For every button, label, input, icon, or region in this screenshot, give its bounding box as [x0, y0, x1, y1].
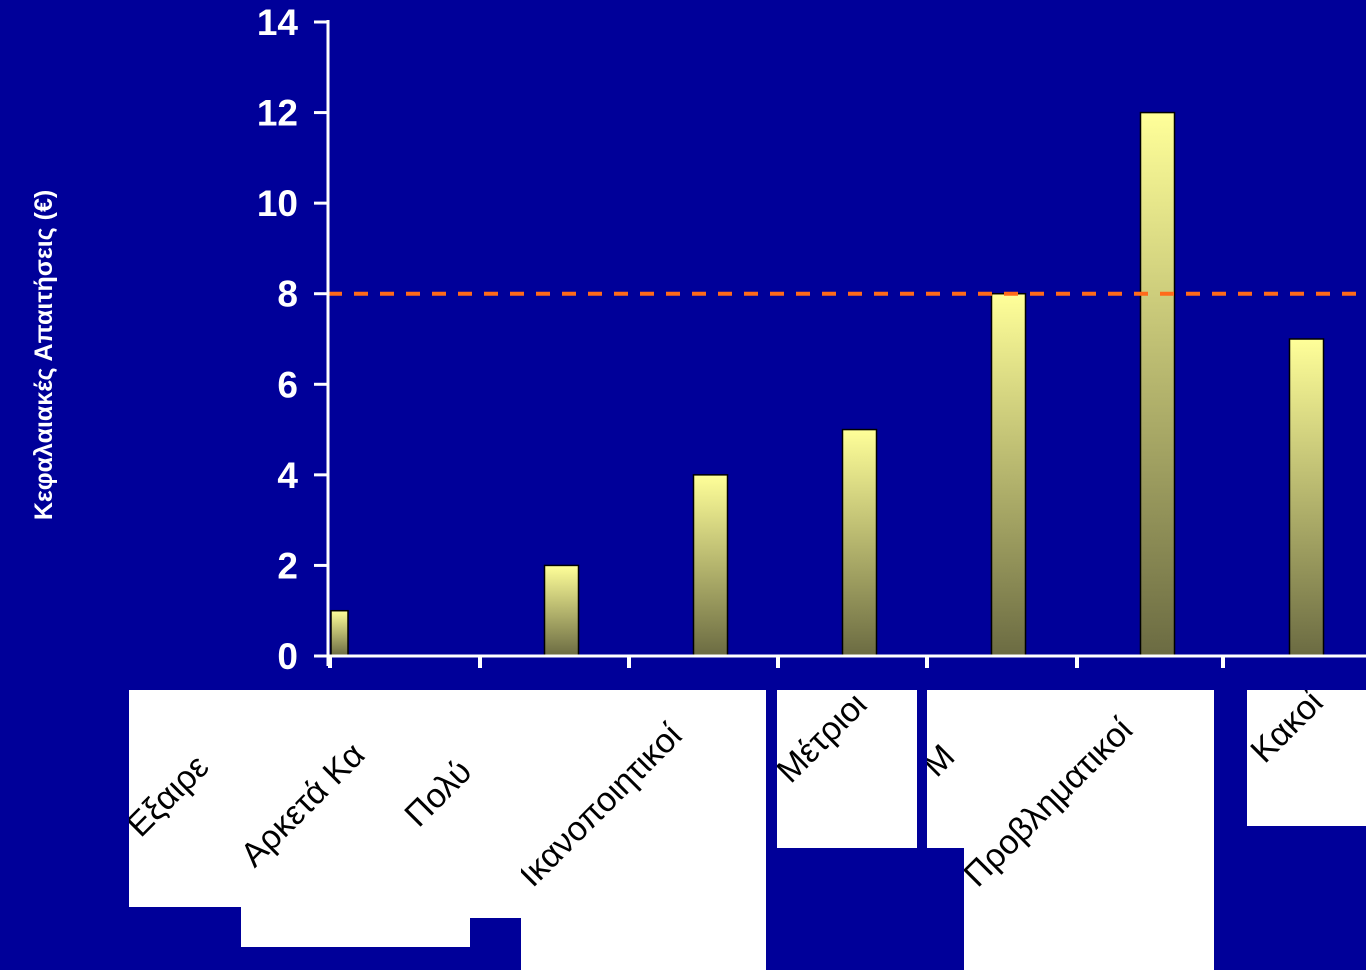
category-label-box: Μέτριοι	[777, 690, 917, 848]
category-label-box: Πολύ	[397, 690, 521, 918]
y-tick-labels: 0 2 4 6 8 10 12 14	[257, 2, 299, 677]
y-tick-label: 10	[257, 183, 298, 224]
axes-layer	[314, 20, 1366, 668]
y-tick-label: 6	[277, 364, 298, 405]
bar	[692, 474, 729, 657]
category-label-box: Ικανοποιητικοί	[521, 690, 766, 970]
category-label: Μέτριοι	[777, 690, 875, 791]
y-tick-label: 2	[277, 545, 298, 586]
category-label: Αρκετά Κα	[241, 735, 373, 875]
category-label: Εξαιρε	[129, 747, 217, 845]
y-tick-label: 4	[277, 455, 298, 496]
bar	[330, 609, 349, 657]
y-tick-label: 14	[257, 2, 299, 43]
category-label: Προβληματικοί	[964, 710, 1140, 895]
bar	[1288, 338, 1325, 657]
y-tick-label: 0	[277, 636, 298, 677]
bar	[543, 564, 580, 657]
y-tick-label: 8	[277, 274, 298, 315]
bar	[1139, 111, 1176, 657]
category-label: Ικανοποιητικοί	[521, 716, 690, 895]
category-label-box: Μ	[927, 690, 964, 848]
category-label-box: Κακοί	[1247, 690, 1366, 826]
category-label: Πολύ	[397, 752, 480, 835]
y-tick-label: 12	[257, 93, 298, 134]
bars-layer	[330, 111, 1325, 657]
bar	[990, 292, 1027, 657]
bar	[841, 428, 878, 657]
category-label-box: Προβληματικοί	[964, 690, 1214, 970]
category-label: Μ	[927, 737, 963, 785]
category-label: Κακοί	[1247, 690, 1331, 771]
y-axis-label: Κεφαλαιακές Απαιτήσεις (€)	[30, 190, 58, 520]
